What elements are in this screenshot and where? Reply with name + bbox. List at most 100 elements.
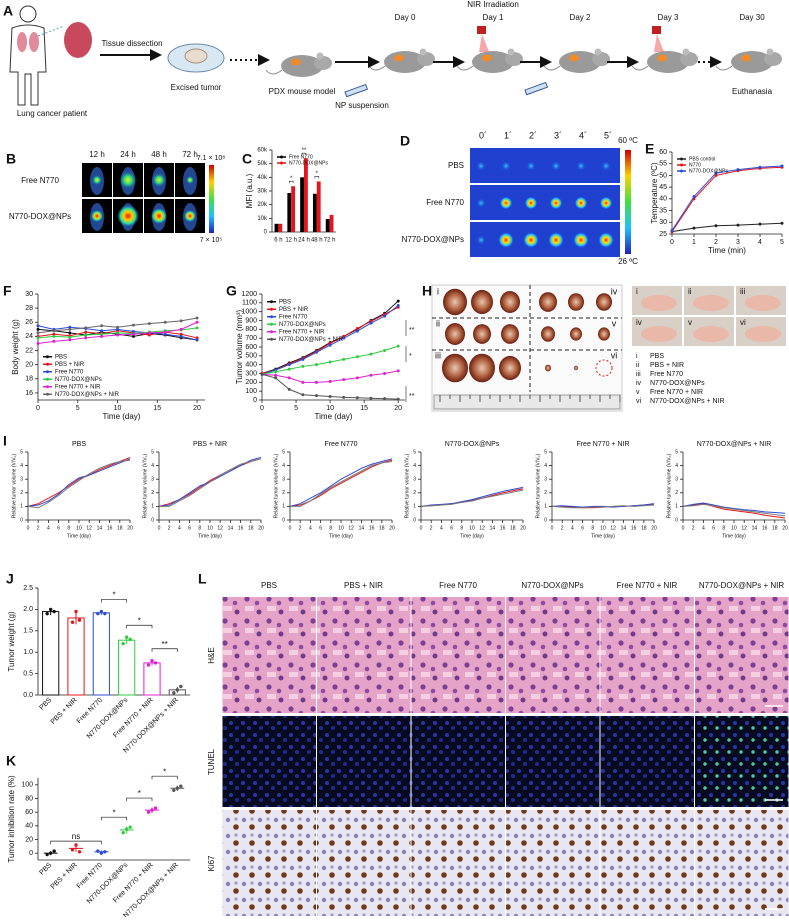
series-line (27, 459, 131, 509)
y-tick-label: 0 (253, 397, 257, 404)
legend-marker (280, 155, 283, 159)
tumor (545, 364, 551, 372)
x-tick-label: 2 (692, 525, 695, 531)
syringe (524, 81, 549, 96)
x-axis-title: Time (min) (708, 246, 746, 255)
legend-label: Free N770 + NIR (279, 329, 325, 335)
legend-label: Free N770 (650, 371, 683, 378)
tumor (500, 291, 520, 313)
significance-label: ** (409, 393, 415, 400)
legend-label: Free N770 (289, 154, 313, 160)
x-tick-label: 14 (752, 525, 758, 531)
y-tick-label: 1.5 (23, 628, 33, 635)
significance-label: * (290, 176, 293, 182)
data-point (70, 620, 75, 624)
x-axis-title: Time (day) (67, 533, 91, 539)
legend-label: PBS + NIR (279, 307, 309, 313)
x-tick-label: 4 (758, 239, 762, 246)
x-tick-label: 0 (27, 525, 30, 531)
legend-marker (270, 300, 273, 304)
mouse-head (680, 52, 698, 66)
laser (652, 26, 661, 34)
tumor-spot (394, 54, 404, 62)
y-tick-label: 0.5 (23, 670, 33, 677)
legend-marker (270, 337, 273, 341)
x-tick-label: 20 (389, 525, 395, 531)
colorbar-label: 7 × 10⁵ (200, 237, 223, 244)
mouse-ear (507, 48, 515, 56)
panel-label: K (6, 753, 16, 769)
bar (42, 611, 60, 696)
point (163, 320, 167, 324)
x-tick-label: 10 (731, 525, 737, 531)
heat-spot (549, 196, 563, 210)
data-point (179, 784, 183, 788)
group-numeral: iii (435, 350, 441, 360)
x-tick-label: PBS + NIR (50, 862, 79, 891)
data-point (77, 618, 82, 622)
x-tick-label: 0 (158, 525, 161, 531)
point (328, 394, 332, 398)
point (328, 360, 332, 364)
y-tick-label: 1 (413, 504, 416, 510)
group-numeral: iii (740, 287, 746, 296)
data-point (150, 808, 154, 812)
y-tick-label: 60k (257, 148, 268, 154)
signal (152, 173, 166, 187)
signal (117, 205, 139, 227)
point (383, 372, 387, 375)
legend-marker (270, 315, 273, 319)
mouse-tail (456, 65, 474, 71)
ruler (433, 394, 621, 410)
point (396, 397, 400, 401)
legend-label: Free N770 + NIR (55, 384, 101, 390)
legend-marker (280, 161, 283, 165)
mouse-icon (265, 52, 332, 77)
x-tick-label: PBS + NIR (50, 697, 79, 726)
significance-label: ** (162, 640, 168, 649)
column-label: 5´ (604, 130, 612, 140)
y-tick-label: 0 (282, 517, 285, 523)
column-label: N770-DOX@NPs (521, 581, 583, 590)
column-label: PBS + NIR (344, 581, 383, 590)
legend-numeral: vi (636, 398, 642, 405)
point (369, 396, 373, 400)
series-line (551, 503, 655, 508)
x-tick-label: 48 h (311, 238, 323, 244)
series-line (682, 503, 786, 517)
data-point (153, 661, 158, 665)
series-line (290, 461, 393, 507)
y-tick-label: 30k (257, 189, 268, 195)
y-axis-title: Relative tumor volume (V/V₀) (142, 453, 148, 518)
zoom-line (37, 25, 65, 37)
legend-numeral: iii (636, 371, 641, 378)
x-tick-label: 12 (217, 525, 223, 531)
x-tick-label: 6 (581, 525, 584, 531)
bar (287, 193, 292, 232)
y-tick-label: 40 (659, 196, 667, 203)
x-tick-label: 20 (127, 525, 133, 531)
column-label: 72 h (182, 150, 198, 159)
data-point (99, 851, 104, 855)
point (383, 397, 387, 401)
legend-numeral: ii (636, 362, 640, 369)
caption: Tissue dissection (101, 39, 162, 48)
row-label: PBS (448, 161, 464, 170)
x-tick-label: 16 (107, 525, 113, 531)
panel-title: Free N770 + NIR (576, 441, 629, 448)
x-tick-label: 12 (610, 525, 616, 531)
y-axis-title: Relative tumor volume (V/V₀) (11, 453, 17, 518)
panel-label: F (3, 283, 12, 299)
x-tick-label: 16 (762, 525, 768, 531)
data-point (172, 691, 176, 695)
y-tick-label: 0.0 (23, 692, 33, 699)
x-axis-title: Time (day) (103, 412, 141, 421)
panel-title: PBS + NIR (193, 441, 227, 448)
mouse-body (745, 326, 781, 342)
colorbar (625, 150, 631, 254)
point (260, 372, 264, 376)
row-label: Ki67 (207, 855, 216, 872)
y-axis-title: Tumor volume (mm³) (235, 309, 244, 384)
legend-label: N770-DOX@NPs (289, 160, 328, 166)
